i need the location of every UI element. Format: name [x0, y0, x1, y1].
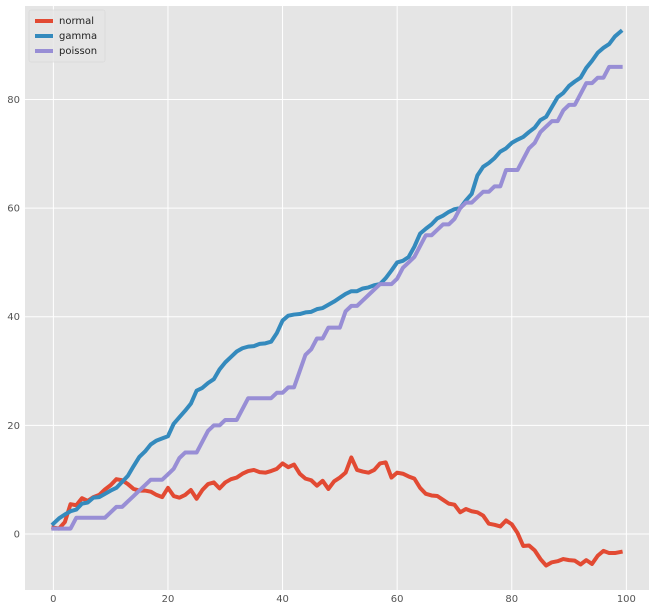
- legend-entry-gamma: gamma: [35, 31, 97, 42]
- y-tick-label: 80: [7, 95, 20, 106]
- x-tick-label: 100: [617, 594, 636, 605]
- x-tick-label: 0: [50, 594, 56, 605]
- legend-label-normal: normal: [59, 16, 94, 27]
- series-line-poisson: [51, 64, 623, 531]
- series-lines: [50, 28, 624, 568]
- legend-label-gamma: gamma: [59, 31, 97, 42]
- legend: normal gamma poisson: [28, 9, 106, 63]
- legend-entry-poisson: poisson: [35, 46, 97, 57]
- x-tick-label: 40: [276, 594, 289, 605]
- x-tick-label: 80: [505, 594, 518, 605]
- series-line-gamma: [50, 28, 624, 527]
- series-line-normal: [51, 455, 623, 568]
- grid-lines: [25, 6, 649, 590]
- y-tick-label: 40: [7, 312, 20, 323]
- axis-ticks: 0 20 40 60 80 100 0 20 40 60 80: [7, 95, 636, 605]
- legend-label-poisson: poisson: [59, 46, 97, 57]
- y-tick-label: 20: [7, 421, 20, 432]
- x-tick-label: 20: [162, 594, 175, 605]
- y-tick-label: 60: [7, 204, 20, 215]
- y-tick-label: 0: [14, 530, 20, 541]
- x-tick-label: 60: [391, 594, 404, 605]
- legend-entry-normal: normal: [35, 16, 94, 27]
